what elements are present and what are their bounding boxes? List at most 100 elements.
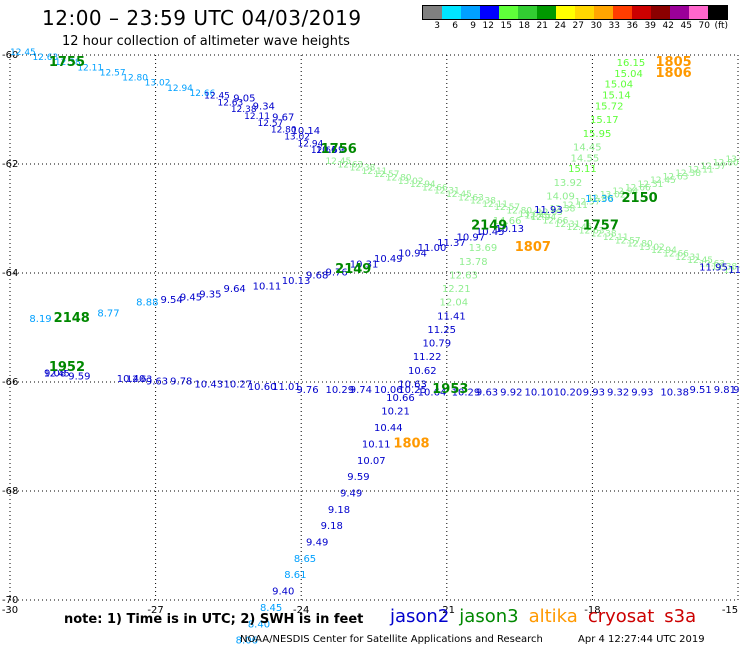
track-point-label: 12.94 (410, 180, 436, 190)
legend-label: (ft) (714, 21, 728, 31)
track-point-label: 12.38 (550, 204, 576, 214)
wave-height-labels: 16.1515.0415.0415.1415.7215.1715.9514.45… (29, 58, 740, 647)
wave-height-label: 8.19 (29, 314, 51, 325)
track-point-label: 12.57 (374, 170, 400, 180)
legend-swatch (423, 6, 442, 19)
mission-label: altika (528, 606, 578, 627)
wave-height-label: 10.60 (248, 382, 277, 393)
wave-height-label: 10.27 (224, 379, 253, 390)
track-point-label: 12.11 (562, 201, 588, 211)
legend-label: 18 (518, 21, 530, 31)
pass-label: 2149 (471, 218, 507, 233)
wave-height-label: 9.51 (689, 385, 711, 396)
legend-swatch (537, 6, 556, 19)
wave-height-label: 8.61 (284, 570, 306, 581)
wave-height-label: 9.34 (253, 102, 275, 113)
wave-height-label: 14.09 (546, 191, 575, 202)
track-point-label: 12.57 (494, 203, 520, 213)
legend-swatch (461, 6, 480, 19)
wave-height-label: 15.04 (605, 80, 634, 91)
wave-height-label: 12.63 (449, 270, 478, 281)
legend-label: 27 (572, 21, 584, 31)
track-point-label: 12.45 (524, 212, 550, 222)
track-point-label: 12.63 (32, 53, 58, 63)
track-point-label: 13.02 (600, 190, 626, 200)
track-point-label: 13.02 (639, 243, 665, 253)
track-point-label: 12.80 (627, 240, 653, 250)
wave-height-label: 15.17 (590, 115, 619, 126)
wave-height-label: 10.62 (408, 366, 437, 377)
wave-height-label: 11.01 (272, 382, 301, 393)
wave-height-label: 9.05 (233, 93, 255, 104)
wave-height-label: 10.29 (452, 388, 481, 399)
track-point-label: 12.63 (663, 173, 689, 183)
pass-label: 1808 (393, 436, 429, 451)
wave-height-label: 11.37 (437, 238, 466, 249)
y-tick-label: -64 (2, 268, 18, 279)
track-point-label: 12.31 (555, 220, 581, 230)
legend-swatch (575, 6, 594, 19)
track-point-label: 12.63 (579, 226, 605, 236)
wave-height-label: 8.65 (294, 554, 316, 565)
track-point-label: 12.66 (625, 183, 651, 193)
wave-height-label: 9.59 (68, 371, 90, 382)
wave-height-label: 9.59 (347, 472, 369, 483)
wave-height-label: 9.35 (199, 290, 221, 301)
legend-label: 45 (680, 21, 692, 31)
legend-swatch (632, 6, 651, 19)
track-point-label: 12.11 (362, 167, 388, 177)
wave-height-label: 11.7 (728, 265, 740, 276)
track-point-label: 12.11 (77, 63, 103, 73)
wave-height-label: 10.11 (253, 281, 282, 292)
x-tick-label: -18 (584, 605, 600, 616)
wave-height-label: 9.2 (733, 385, 740, 396)
color-scale-legend (422, 5, 728, 20)
wave-height-label: 10.13 (282, 276, 311, 287)
wave-height-label: 10.44 (374, 423, 403, 434)
legend-label: 39 (644, 21, 656, 31)
pass-label: 1953 (432, 382, 468, 397)
wave-height-label: 10.31 (350, 260, 379, 271)
wave-height-label: 9.81 (714, 385, 736, 396)
track-point-label: 12.38 (470, 197, 496, 207)
track-point-label: 12.80 (506, 207, 532, 217)
track-point-label: 12.38 (55, 58, 81, 68)
track-point-label: 12.66 (190, 89, 216, 99)
track-point-label: 12.45 (10, 48, 36, 58)
wave-height-label: 9.45 (180, 292, 202, 303)
wave-height-label: 9.64 (224, 284, 246, 295)
wave-height-label: 9.93 (583, 388, 605, 399)
track-point-label: 12.63 (217, 98, 243, 108)
wave-height-label: 10.06 (374, 385, 403, 396)
x-tick-label: -24 (293, 605, 309, 616)
wave-height-label: 10.29 (325, 385, 354, 396)
wave-height-label: 10.11 (362, 439, 391, 450)
wave-height-label: 9.76 (296, 385, 318, 396)
credit-line: NOAA/NESDIS Center for Satellite Applica… (240, 634, 543, 645)
wave-height-label: 9.18 (328, 505, 350, 516)
track-point-label: 12.45 (204, 92, 230, 102)
wave-height-label: 15.11 (568, 164, 597, 175)
wave-height-label: 9.74 (350, 385, 372, 396)
track-point-label: 12.38 (231, 105, 257, 115)
wave-height-label: 16.15 (617, 58, 646, 69)
track-point-label: 12.45 (650, 176, 676, 186)
legend-label: 12 (482, 21, 494, 31)
track-point-label: 12.31 (434, 187, 460, 197)
wave-height-label: 10.63 (398, 379, 427, 390)
legend-swatch (556, 6, 575, 19)
wave-height-label: 10.64 (418, 388, 447, 399)
wave-height-label: 10.40 (117, 374, 146, 385)
y-tick-label: -62 (2, 159, 18, 170)
wave-height-label: 9.08 (44, 369, 66, 380)
track-point-label: 12.66 (543, 216, 569, 226)
wave-height-label: 15.14 (602, 91, 631, 102)
track-point-label: 12.80 (271, 126, 297, 136)
y-tick-label: -66 (2, 377, 18, 388)
wave-height-label: 13.69 (469, 243, 498, 254)
track-point-label: 13.02 (725, 155, 740, 165)
legend-label: 30 (590, 21, 602, 31)
wave-height-label: 9.63 (476, 388, 498, 399)
y-tick-label: -68 (2, 486, 18, 497)
